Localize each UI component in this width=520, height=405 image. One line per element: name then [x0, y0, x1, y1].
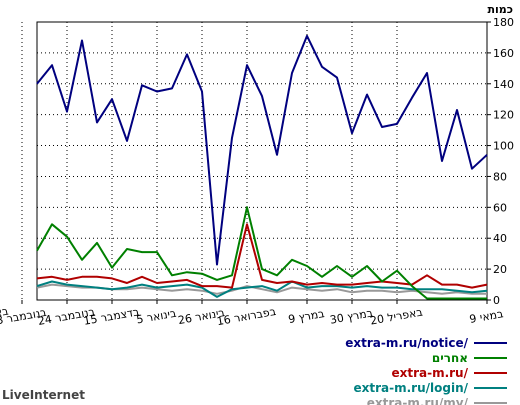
y-tick-label: 40 [493, 232, 507, 245]
legend-label: extra-m.ru/notice/ [345, 336, 468, 350]
y-tick-label: 140 [493, 78, 514, 91]
y-tick-label: 60 [493, 201, 507, 214]
x-tick-label: 9 במאי [468, 307, 504, 326]
y-axis-label: כמות [488, 3, 513, 16]
x-tick-label: 9 במרץ [287, 307, 325, 326]
brand-logo-text: LiveInternet [2, 388, 85, 402]
legend: extra-m.ru/notice/אחריםextra-m.ru/extra-… [345, 336, 507, 405]
y-tick-label: 120 [493, 109, 514, 122]
x-tick-label: 13 באוקטובר [0, 305, 9, 329]
y-axis: 0 20 40 60 80 100 120 140 160 180 [487, 16, 514, 307]
y-tick-label: 160 [493, 47, 514, 60]
y-tick-label: 20 [493, 263, 507, 276]
y-tick-label: 0 [493, 294, 500, 307]
plot-area [36, 21, 488, 301]
series-line [36, 223, 488, 289]
y-tick-label: 100 [493, 140, 514, 153]
legend-label: extra-m.ru/my/ [367, 396, 469, 405]
x-tick-label: 5 בינואר [135, 307, 177, 327]
legend-label: אחרים [432, 351, 468, 365]
y-tick-label: 80 [493, 170, 507, 183]
series-line [36, 280, 488, 298]
series-lines [36, 34, 488, 300]
y-tick-label: 180 [493, 16, 514, 29]
series-line [36, 34, 488, 266]
x-tick-label: 20 באפריל [369, 306, 423, 328]
legend-label: extra-m.ru/login/ [353, 381, 468, 395]
series-line [36, 206, 487, 300]
legend-label: extra-m.ru/ [391, 366, 468, 380]
x-tick-label: 30 במרץ [329, 306, 374, 326]
